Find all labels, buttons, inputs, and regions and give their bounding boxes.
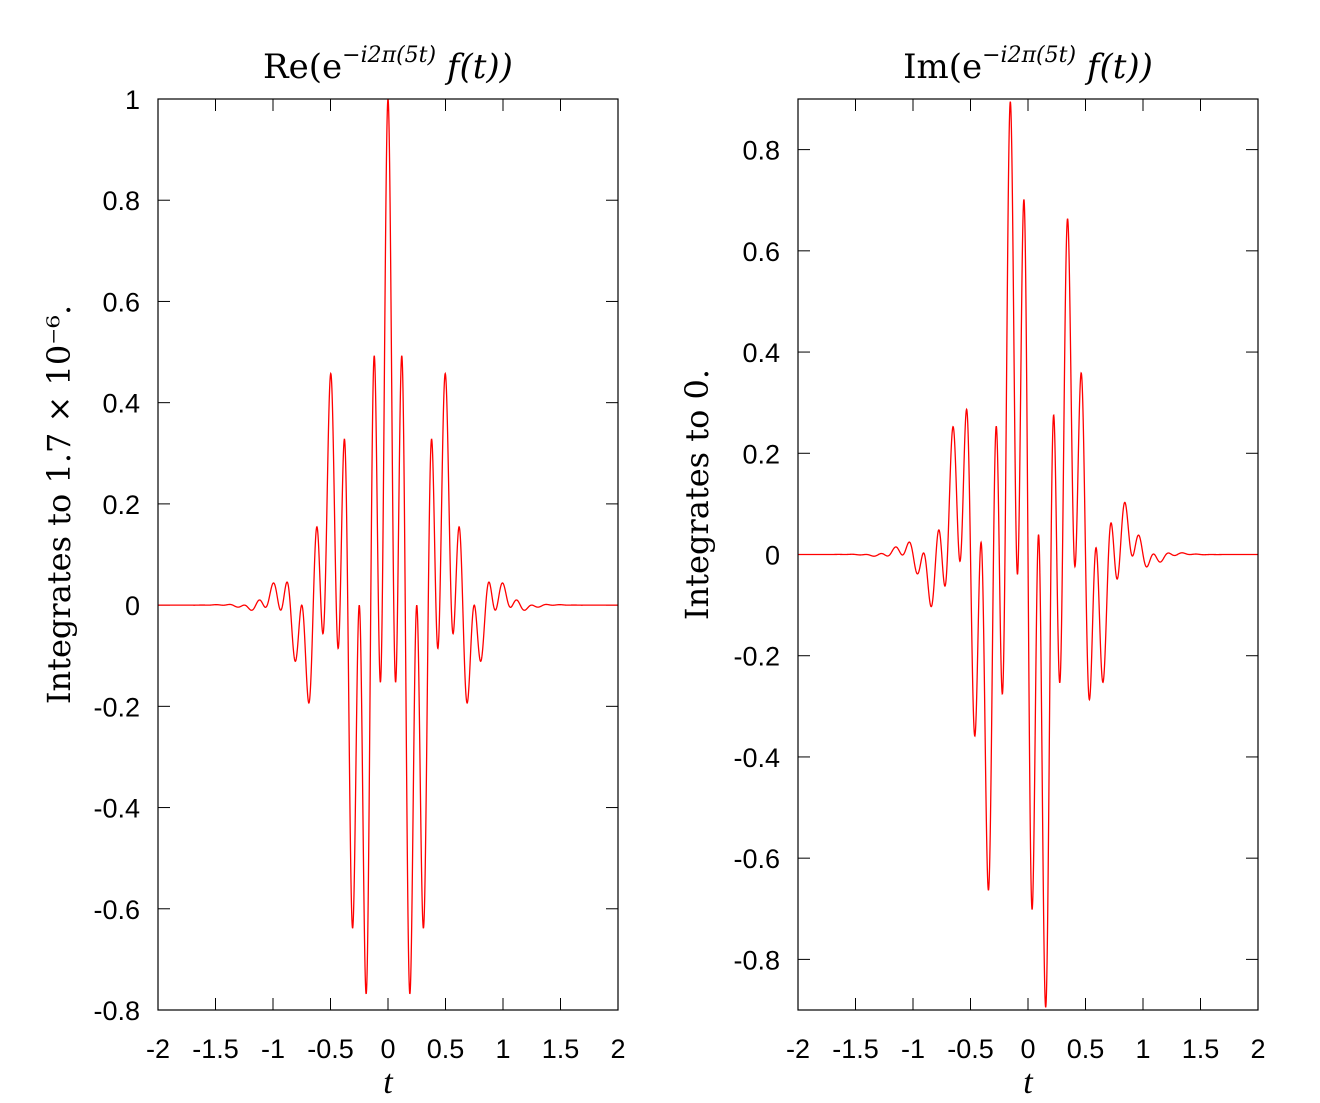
chart-title: Im(e−i2π(5t) f(t)) xyxy=(903,43,1153,87)
x-tick-label: 2 xyxy=(610,1034,625,1064)
y-tick-label: 1 xyxy=(125,85,140,115)
x-tick-label: -0.5 xyxy=(307,1034,354,1064)
title-prefix: Im(e xyxy=(903,47,982,87)
y-tick-label: 0.6 xyxy=(742,237,780,267)
y-tick-label: 0.8 xyxy=(102,186,140,216)
x-tick-label: -0.5 xyxy=(947,1034,994,1064)
y-tick-label: 0.2 xyxy=(102,490,140,520)
series-line xyxy=(798,101,1258,1008)
y-tick-label: 0.6 xyxy=(102,287,140,317)
x-tick-label: 0.5 xyxy=(427,1034,465,1064)
x-tick-label: -2 xyxy=(786,1034,810,1064)
title-suffix: f(t)) xyxy=(436,47,513,87)
title-prefix: Re(e xyxy=(263,47,342,87)
y-tick-label: 0 xyxy=(765,541,780,571)
y-tick-label: -0.8 xyxy=(93,996,140,1026)
y-axis-label: Integrates to 0. xyxy=(678,369,716,620)
x-tick-label: -1 xyxy=(901,1034,925,1064)
y-tick-label: 0.4 xyxy=(742,338,780,368)
chart-title: Re(e−i2π(5t) f(t)) xyxy=(263,43,513,87)
x-axis-label: t xyxy=(383,1064,394,1101)
x-tick-label: -1.5 xyxy=(832,1034,879,1064)
y-tick-label: -0.4 xyxy=(733,743,780,773)
y-axis-label: Integrates to 1.7 × 10⁻⁶. xyxy=(40,305,78,704)
y-tick-label: 0 xyxy=(125,591,140,621)
subplot-1: -2 -1.5 -1 -0.5 0 0.5 1 1.5 2 -0.8 -0.6 -0.4 -0.2 0 0.… xyxy=(40,43,626,1101)
title-exponent: −i2π(5t) xyxy=(342,43,436,68)
x-tick-label: 1.5 xyxy=(542,1034,580,1064)
y-tick-label: 0.4 xyxy=(102,389,140,419)
y-tick-label: -0.6 xyxy=(93,895,140,925)
x-tick-label: 0.5 xyxy=(1067,1034,1105,1064)
y-tick-label: -0.8 xyxy=(733,945,780,975)
y-tick-label: -0.2 xyxy=(733,642,780,672)
x-axis-label: t xyxy=(1023,1064,1034,1101)
plot-frame xyxy=(157,98,619,1011)
x-tick-label: 1 xyxy=(1135,1034,1150,1064)
x-tick-label: -1 xyxy=(261,1034,285,1064)
x-tick-label: -2 xyxy=(146,1034,170,1064)
y-tick-label: -0.6 xyxy=(733,844,780,874)
x-tick-label: 0 xyxy=(380,1034,395,1064)
x-tick-label: -1.5 xyxy=(192,1034,239,1064)
subplot-2: -2 -1.5 -1 -0.5 0 0.5 1 1.5 2 -0.8 -0.6 -0.4 -0.2 0 0.… xyxy=(678,43,1266,1101)
y-tick-label: -0.2 xyxy=(93,692,140,722)
x-tick-label: 1 xyxy=(495,1034,510,1064)
plot-frame xyxy=(797,98,1259,1011)
title-suffix: f(t)) xyxy=(1076,47,1153,87)
y-tick-label: 0.2 xyxy=(742,439,780,469)
x-tick-label: 1.5 xyxy=(1182,1034,1220,1064)
title-exponent: −i2π(5t) xyxy=(982,43,1076,68)
y-tick-label: 0.8 xyxy=(742,136,780,166)
y-tick-label: -0.4 xyxy=(93,794,140,824)
x-tick-label: 0 xyxy=(1020,1034,1035,1064)
x-tick-label: 2 xyxy=(1250,1034,1265,1064)
series-line xyxy=(158,98,618,995)
